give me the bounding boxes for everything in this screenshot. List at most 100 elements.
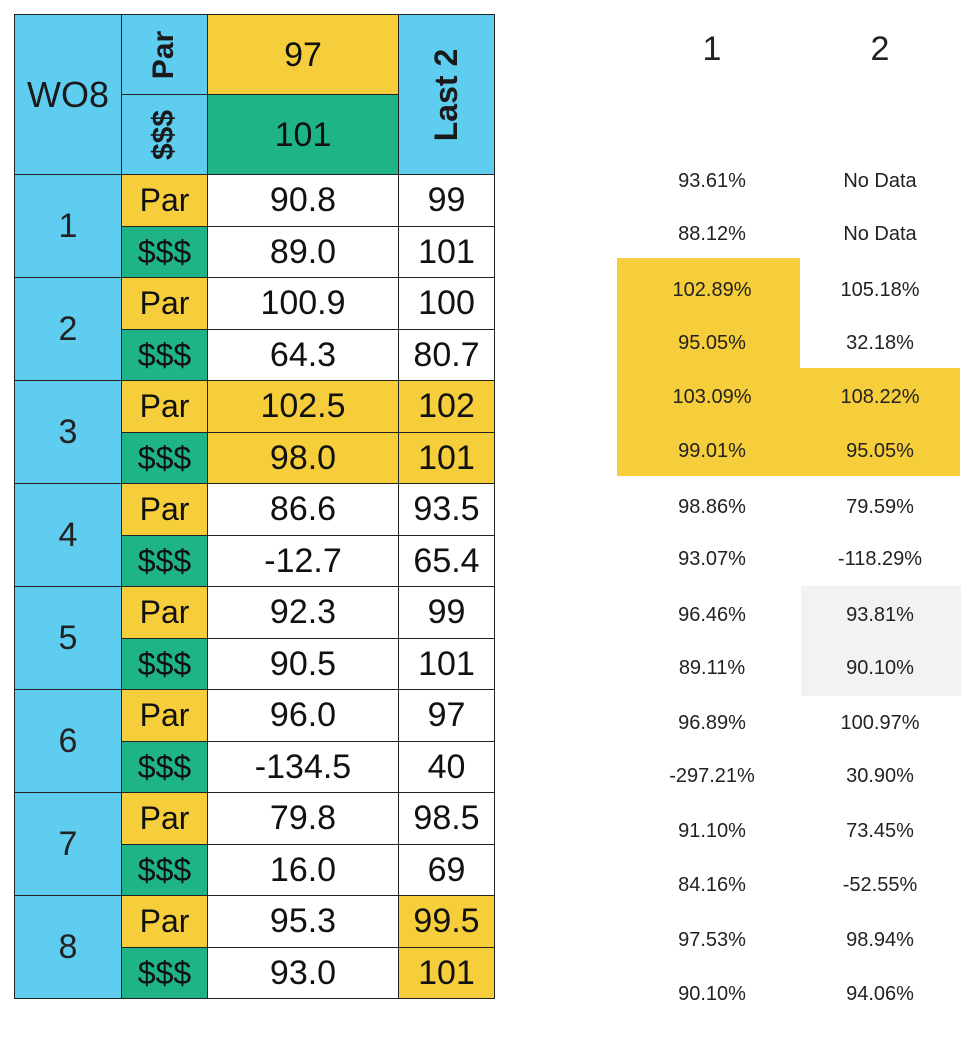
par-value: 92.3: [207, 586, 399, 639]
header-money-value: 101: [207, 94, 399, 175]
money-last-two: 101: [398, 637, 495, 690]
percent-cell: 88.12%: [678, 223, 746, 245]
percent-cell: 84.16%: [678, 874, 746, 896]
percent-cell: 102.89%: [672, 279, 752, 301]
percent-cell: 30.90%: [846, 765, 914, 787]
money-value: 89.0: [207, 225, 399, 278]
percent-cell: 96.46%: [678, 604, 746, 626]
row-number: 3: [14, 380, 122, 484]
percent-cell: -52.55%: [842, 874, 918, 896]
highlight-block: [617, 368, 960, 476]
percent-cell: 95.05%: [678, 332, 746, 354]
par-value: 95.3: [207, 895, 399, 948]
wo8-table: WO8 Par 97 Last 2 $$$ 101 1 Par 90.8 99 …: [14, 14, 495, 999]
wo-label: WO8: [14, 14, 122, 175]
money-label: $$$: [121, 946, 208, 999]
percent-cell: No Data: [843, 170, 917, 192]
money-value: -134.5: [207, 740, 399, 793]
money-value: 93.0: [207, 946, 399, 999]
column-header-2: 2: [870, 30, 890, 68]
par-value: 100.9: [207, 277, 399, 330]
par-last-two: 100: [398, 277, 495, 330]
percent-cell: 97.53%: [678, 929, 746, 951]
row-number: 1: [14, 174, 122, 278]
money-label: $$$: [121, 534, 208, 587]
money-label: $$$: [121, 328, 208, 381]
row-number: 4: [14, 483, 122, 587]
par-last-two: 97: [398, 689, 495, 742]
par-last-two: 99: [398, 174, 495, 227]
percent-cell: 95.05%: [846, 440, 914, 462]
money-value: 98.0: [207, 431, 399, 484]
row-number: 8: [14, 895, 122, 999]
par-value: 102.5: [207, 380, 399, 433]
par-value: 96.0: [207, 689, 399, 742]
par-last-two: 99.5: [398, 895, 495, 948]
percent-cell: 73.45%: [846, 820, 914, 842]
money-value: -12.7: [207, 534, 399, 587]
percent-cell: 108.22%: [840, 386, 920, 408]
header-par-value: 97: [207, 14, 399, 95]
par-label: Par: [121, 586, 208, 639]
money-label: $$$: [121, 431, 208, 484]
money-value: 90.5: [207, 637, 399, 690]
percent-cell: 93.61%: [678, 170, 746, 192]
last-two-header: Last 2: [398, 14, 495, 175]
percent-cell: 79.59%: [846, 496, 914, 518]
percent-cell: 93.07%: [678, 548, 746, 570]
money-last-two: 101: [398, 946, 495, 999]
percent-cell: 96.89%: [678, 712, 746, 734]
percent-cell: 93.81%: [846, 604, 914, 626]
percent-cell: -118.29%: [837, 548, 923, 570]
header-par-label: Par: [121, 14, 208, 95]
percent-cell: 91.10%: [678, 820, 746, 842]
money-last-two: 40: [398, 740, 495, 793]
percent-cell: 105.18%: [840, 279, 920, 301]
shaded-block: [801, 586, 961, 696]
par-label: Par: [121, 895, 208, 948]
par-label: Par: [121, 380, 208, 433]
column-header-1: 1: [702, 30, 722, 68]
par-label: Par: [121, 689, 208, 742]
percent-cell: 89.11%: [678, 657, 746, 679]
money-label: $$$: [121, 225, 208, 278]
money-last-two: 65.4: [398, 534, 495, 587]
money-last-two: 80.7: [398, 328, 495, 381]
row-number: 7: [14, 792, 122, 896]
money-value: 16.0: [207, 843, 399, 896]
percent-cell: 32.18%: [846, 332, 914, 354]
par-value: 90.8: [207, 174, 399, 227]
percent-cell: 100.97%: [840, 712, 920, 734]
par-last-two: 93.5: [398, 483, 495, 536]
money-label: $$$: [121, 843, 208, 896]
row-number: 2: [14, 277, 122, 381]
percent-cell: 99.01%: [678, 440, 746, 462]
percent-cell: No Data: [843, 223, 917, 245]
percent-cell: 98.94%: [846, 929, 914, 951]
percent-cell: 90.10%: [846, 657, 914, 679]
par-label: Par: [121, 174, 208, 227]
par-last-two: 98.5: [398, 792, 495, 845]
percent-cell: 98.86%: [678, 496, 746, 518]
par-value: 79.8: [207, 792, 399, 845]
percent-cell: -297.21%: [669, 765, 755, 787]
percentage-grid: 1 2 93.61% No Data 88.12% No Data 102.89…: [617, 0, 961, 1052]
par-value: 86.6: [207, 483, 399, 536]
par-label: Par: [121, 792, 208, 845]
money-last-two: 101: [398, 431, 495, 484]
par-label: Par: [121, 277, 208, 330]
money-label: $$$: [121, 637, 208, 690]
percent-cell: 90.10%: [678, 983, 746, 1005]
row-number: 5: [14, 586, 122, 690]
money-last-two: 69: [398, 843, 495, 896]
money-last-two: 101: [398, 225, 495, 278]
par-last-two: 99: [398, 586, 495, 639]
money-value: 64.3: [207, 328, 399, 381]
header-money-label: $$$: [121, 94, 208, 175]
money-label: $$$: [121, 740, 208, 793]
percent-cell: 94.06%: [846, 983, 914, 1005]
row-number: 6: [14, 689, 122, 793]
percent-cell: 103.09%: [672, 386, 752, 408]
par-label: Par: [121, 483, 208, 536]
